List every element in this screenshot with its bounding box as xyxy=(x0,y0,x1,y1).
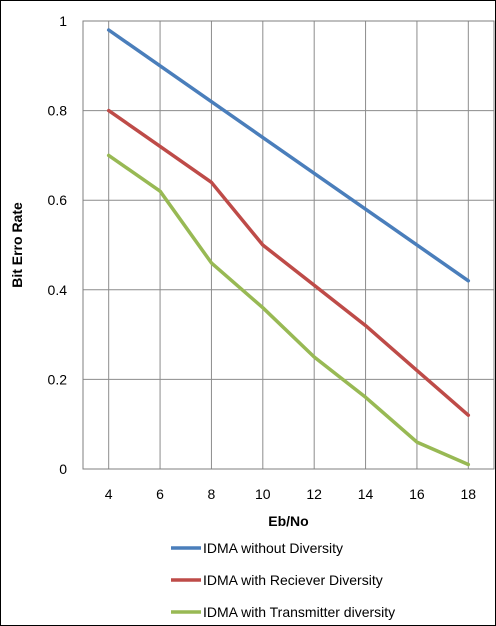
x-axis-tick-labels: 4 6 8 10 12 14 16 18 xyxy=(105,486,477,502)
x-tick-label-1: 6 xyxy=(156,486,164,502)
x-tick-label-5: 14 xyxy=(358,486,374,502)
plot-area-border xyxy=(82,20,495,470)
x-axis-title: Eb/No xyxy=(268,513,308,529)
x-tick-label-6: 16 xyxy=(409,486,425,502)
x-tick-label-4: 12 xyxy=(306,486,322,502)
series-line-1 xyxy=(106,28,471,283)
series-line-3 xyxy=(106,153,471,467)
x-tick-label-3: 10 xyxy=(255,486,271,502)
y-tick-label-3: 0.6 xyxy=(48,192,68,208)
y-axis-tick-labels: 0 0.2 0.4 0.6 0.8 1 xyxy=(48,13,68,477)
legend: IDMA without Diversity IDMA with Reciever… xyxy=(171,540,395,620)
y-tick-label-4: 0.8 xyxy=(48,103,68,119)
y-axis-title: Bit Erro Rate xyxy=(9,202,25,288)
x-tick-label-7: 18 xyxy=(461,486,477,502)
y-tick-label-1: 0.2 xyxy=(48,371,68,387)
y-tick-label-5: 1 xyxy=(59,13,67,29)
x-tick-label-2: 8 xyxy=(208,486,216,502)
x-tick-label-0: 4 xyxy=(105,486,113,502)
y-tick-label-0: 0 xyxy=(59,461,67,477)
legend-label-3: IDMA with Transmitter diversity xyxy=(203,604,395,620)
series-line-2 xyxy=(106,108,471,417)
y-tick-label-2: 0.4 xyxy=(48,282,68,298)
series-lines xyxy=(106,28,471,467)
gridlines xyxy=(83,20,494,470)
legend-label-2: IDMA with Reciever Diversity xyxy=(203,572,383,588)
legend-label-1: IDMA without Diversity xyxy=(203,540,343,556)
